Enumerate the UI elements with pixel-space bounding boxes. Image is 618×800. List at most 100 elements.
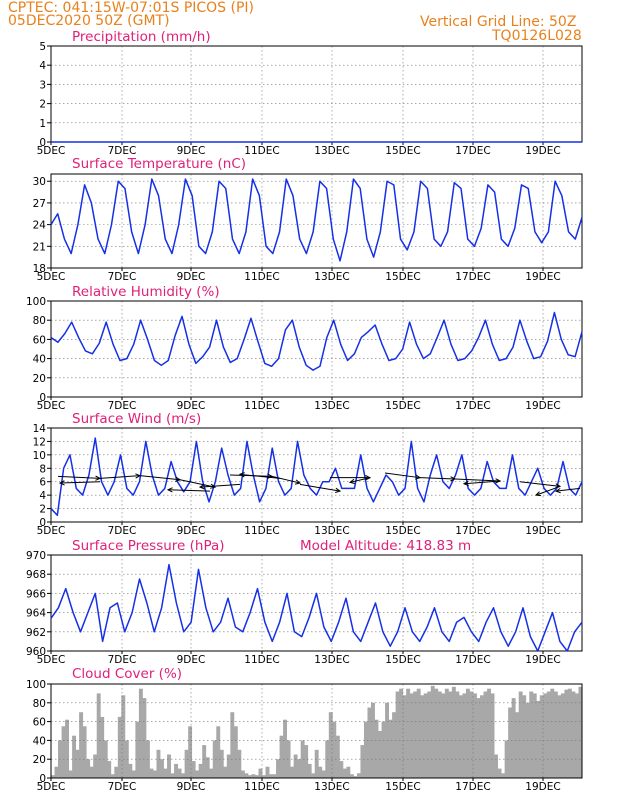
x-tick-label: 7DEC: [108, 145, 137, 157]
cloud-cover-bar: [539, 695, 544, 778]
cloud-cover-bar: [258, 768, 263, 778]
cloud-cover-bar: [276, 759, 280, 778]
wind-vector-head: [295, 479, 302, 485]
cloud-cover-bar: [226, 754, 231, 778]
wind-vector-head: [348, 478, 356, 484]
cloud-cover-bar: [497, 768, 502, 778]
cloud-cover-bar: [494, 754, 499, 778]
cloud-cover-bar: [371, 702, 375, 778]
cloud-cover-bar: [290, 766, 295, 778]
wind-vector: [99, 475, 141, 479]
cloud-cover-bar: [487, 688, 491, 778]
x-tick-label: 19DEC: [525, 525, 560, 537]
y-tick-label: 960: [26, 646, 46, 658]
y-tick-label: 2: [39, 504, 46, 516]
x-tick-label: 11DEC: [244, 525, 279, 537]
cloud-cover-bar: [195, 770, 200, 778]
wind-vector: [271, 475, 301, 484]
series-line: [50, 563, 583, 652]
cloud-cover-bar: [536, 700, 541, 778]
cloud-cover-bar: [93, 754, 98, 778]
cloud-cover-bar: [233, 726, 238, 778]
cloud-cover-bar: [501, 773, 506, 778]
panel-title: Surface Temperature (nC): [72, 156, 246, 172]
x-tick-label: 5DEC: [37, 781, 66, 793]
cloud-cover-bar: [283, 719, 288, 778]
cloud-cover-bar: [307, 763, 312, 778]
x-tick-label: 19DEC: [525, 654, 560, 666]
wind-vector: [535, 485, 561, 496]
cloud-cover-bar: [65, 719, 69, 778]
x-tick-label: 7DEC: [108, 271, 137, 283]
cloud-cover-bar: [205, 757, 210, 778]
wind-vector: [519, 481, 561, 487]
x-tick-label: 7DEC: [108, 654, 137, 666]
cloud-cover-bar: [279, 735, 284, 778]
x-tick-label: 7DEC: [108, 781, 137, 793]
cloud-cover-bar: [117, 716, 122, 778]
y-tick-label: 20: [33, 754, 46, 766]
cloud-cover-bar: [181, 773, 186, 778]
x-tick-label: 15DEC: [385, 271, 420, 283]
cloud-cover-bar: [163, 768, 168, 778]
cloud-cover-bar: [363, 721, 368, 778]
wind-vector: [454, 478, 501, 482]
cloud-cover-bar: [567, 688, 572, 778]
cloud-cover-bar: [314, 749, 319, 778]
y-tick-label: 3: [39, 79, 46, 91]
cloud-cover-bar: [297, 759, 302, 778]
series-line: [50, 178, 583, 262]
wind-vector: [199, 483, 241, 488]
header-station: CPTEC: 041:15W-07:01S PICOS (PI): [8, 0, 255, 16]
x-tick-label: 17DEC: [455, 145, 490, 157]
cloud-cover-bar: [272, 774, 277, 778]
x-tick-label: 9DEC: [177, 271, 206, 283]
header-grid-line: Vertical Grid Line: 50Z: [420, 14, 577, 30]
y-tick-label: 962: [26, 627, 46, 639]
panel-frame: [50, 173, 583, 269]
wind-vector: [179, 479, 216, 488]
y-tick-label: 2: [39, 99, 46, 111]
y-tick-label: 0: [39, 137, 46, 149]
panel-frame: [50, 683, 583, 779]
cloud-cover-bar: [451, 686, 456, 778]
cloud-cover-bar: [392, 712, 397, 778]
wind-vector-head: [335, 487, 342, 493]
y-tick-label: 14: [33, 423, 47, 435]
cloud-cover-bar: [504, 740, 509, 778]
cloud-cover-bar: [135, 721, 140, 778]
cloud-cover-bar: [546, 691, 551, 778]
cloud-cover-bar: [571, 691, 576, 778]
y-tick-label: 30: [33, 176, 46, 188]
series-line: [50, 311, 583, 371]
cloud-cover-bar: [448, 691, 453, 778]
x-tick-label: 17DEC: [455, 781, 490, 793]
header-model: TQ0126L028: [492, 28, 582, 44]
cloud-cover-bar: [237, 749, 242, 778]
y-tick-label: 4: [39, 60, 46, 72]
cloud-cover-bar: [360, 745, 365, 778]
cloud-cover-bar: [177, 768, 182, 778]
cloud-cover-bar: [160, 759, 164, 778]
x-tick-label: 11DEC: [244, 400, 279, 412]
y-tick-label: 966: [26, 588, 46, 600]
cloud-cover-bar: [399, 688, 404, 778]
cloud-cover-bar: [54, 766, 59, 778]
cloud-cover-bar: [244, 773, 249, 778]
wind-vector-head: [198, 484, 205, 490]
y-tick-label: 0: [39, 392, 46, 404]
x-tick-label: 17DEC: [455, 271, 490, 283]
wind-vector: [139, 475, 181, 481]
cloud-cover-bar: [328, 712, 333, 778]
y-tick-label: 100: [26, 296, 46, 308]
cloud-cover-bar: [465, 688, 470, 778]
cloud-cover-bar: [142, 698, 147, 778]
cloud-cover-bar: [437, 691, 442, 778]
cloud-cover-bar: [96, 693, 101, 778]
cloud-cover-bar: [564, 689, 569, 778]
panel-frame: [50, 427, 583, 523]
cloud-cover-bar: [202, 745, 207, 778]
x-tick-label: 15DEC: [385, 400, 420, 412]
cloud-cover-bar: [191, 761, 196, 778]
cloud-cover-bar: [469, 691, 474, 778]
